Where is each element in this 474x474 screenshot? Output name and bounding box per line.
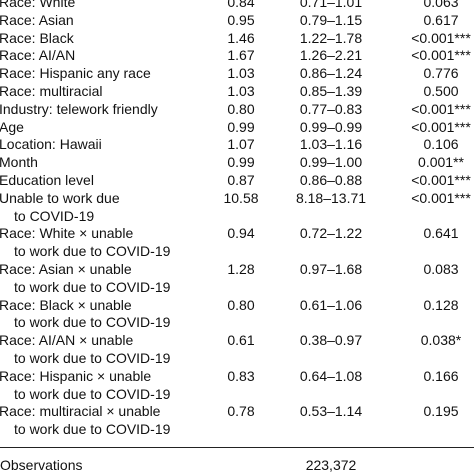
odds-ratio: 0.83: [227, 367, 255, 384]
row-label: Race: multiracial × unable: [0, 403, 161, 420]
row-label: Race: AI/AN: [0, 47, 76, 64]
odds-ratio: 1.07: [227, 136, 255, 153]
row-label: Industry: telework friendly: [0, 100, 158, 117]
row-label: Race: Asian: [0, 11, 74, 28]
row-label: Race: Hispanic any race: [0, 65, 151, 82]
confidence-interval: 0.77–0.83: [299, 100, 363, 117]
odds-ratio: 0.80: [227, 100, 255, 117]
p-value: 0.195: [423, 403, 459, 420]
row-label: Race: White: [0, 0, 76, 10]
row-label: to work due to COVID-19: [14, 350, 171, 366]
odds-ratio: 10.58: [223, 189, 259, 206]
row-label: Race: Hispanic × unable: [0, 367, 152, 384]
odds-ratio: 1.03: [227, 83, 255, 99]
p-value: 0.038*: [420, 332, 462, 349]
footer-label: Observations: [0, 457, 83, 473]
odds-ratio: 1.67: [227, 47, 255, 64]
odds-ratio: 1.28: [227, 261, 255, 277]
row-label: Age: [0, 118, 24, 135]
confidence-interval: 0.38–0.97: [299, 332, 363, 349]
row-label: to work due to COVID-19: [14, 421, 171, 438]
row-label: to work due to COVID-19: [14, 243, 171, 260]
p-value: <0.001***: [411, 172, 471, 188]
odds-ratio: 0.99: [227, 154, 255, 171]
confidence-interval: 0.79–1.15: [299, 11, 363, 28]
row-label: Race: multiracial: [0, 83, 103, 99]
p-value: 0.083: [423, 261, 459, 277]
row-label: to COVID-19: [14, 207, 95, 224]
row-label: Month: [0, 154, 38, 171]
p-value: <0.001***: [411, 100, 471, 117]
confidence-interval: 0.72–1.22: [299, 225, 363, 242]
odds-ratio: 0.94: [227, 225, 255, 242]
p-value: 0.500: [423, 83, 459, 99]
confidence-interval: 0.53–1.14: [299, 403, 363, 420]
odds-ratio: 0.61: [227, 332, 255, 349]
p-value: 0.617: [423, 11, 459, 28]
row-label: Race: Black: [0, 29, 74, 46]
odds-ratio: 0.78: [227, 403, 255, 420]
row-label: to work due to COVID-19: [14, 385, 171, 402]
confidence-interval: 0.85–1.39: [299, 83, 363, 99]
confidence-interval: 0.71–1.01: [299, 0, 363, 10]
row-label: Race: Asian × unable: [0, 261, 132, 277]
confidence-interval: 0.61–1.06: [299, 296, 363, 313]
p-value: <0.001***: [411, 47, 471, 64]
p-value: 0.106: [423, 136, 459, 153]
confidence-interval: 1.03–1.16: [299, 136, 363, 153]
odds-ratio: 1.46: [227, 29, 255, 46]
odds-ratio: 0.87: [227, 172, 255, 188]
confidence-interval: 0.86–1.24: [299, 65, 363, 82]
confidence-interval: 0.86–0.88: [299, 172, 363, 188]
confidence-interval: 0.64–1.08: [299, 367, 363, 384]
footer-value: 223,372: [305, 457, 357, 473]
row-label: Education level: [0, 172, 94, 188]
p-value: 0.063: [423, 0, 459, 10]
confidence-interval: 0.97–1.68: [299, 261, 363, 277]
confidence-interval: 1.22–1.78: [299, 29, 363, 46]
row-label: to work due to COVID-19: [14, 278, 171, 295]
p-value: 0.641: [423, 225, 459, 242]
odds-ratio: 0.95: [227, 11, 255, 28]
row-label: Unable to work due: [0, 189, 120, 206]
odds-ratio: 0.99: [227, 118, 255, 135]
row-label: Race: White × unable: [0, 225, 134, 242]
row-label: Location: Hawaii: [0, 136, 102, 153]
odds-ratio: 0.84: [227, 0, 255, 10]
odds-ratio: 0.80: [227, 296, 255, 313]
confidence-interval: 0.99–0.99: [299, 118, 363, 135]
confidence-interval: 8.18–13.71: [295, 189, 367, 206]
p-value: <0.001***: [411, 118, 471, 135]
odds-ratio: 1.03: [227, 65, 255, 82]
p-value: <0.001***: [411, 29, 471, 46]
confidence-interval: 1.26–2.21: [299, 47, 363, 64]
p-value: 0.001**: [418, 154, 464, 171]
row-label: to work due to COVID-19: [14, 314, 171, 331]
p-value: 0.166: [423, 367, 459, 384]
row-label: Race: AI/AN × unable: [0, 332, 134, 349]
p-value: 0.128: [423, 296, 459, 313]
row-label: Race: Black × unable: [0, 296, 132, 313]
p-value: 0.776: [423, 65, 459, 82]
p-value: <0.001***: [411, 189, 471, 206]
table-rule: [0, 447, 474, 448]
confidence-interval: 0.99–1.00: [299, 154, 363, 171]
